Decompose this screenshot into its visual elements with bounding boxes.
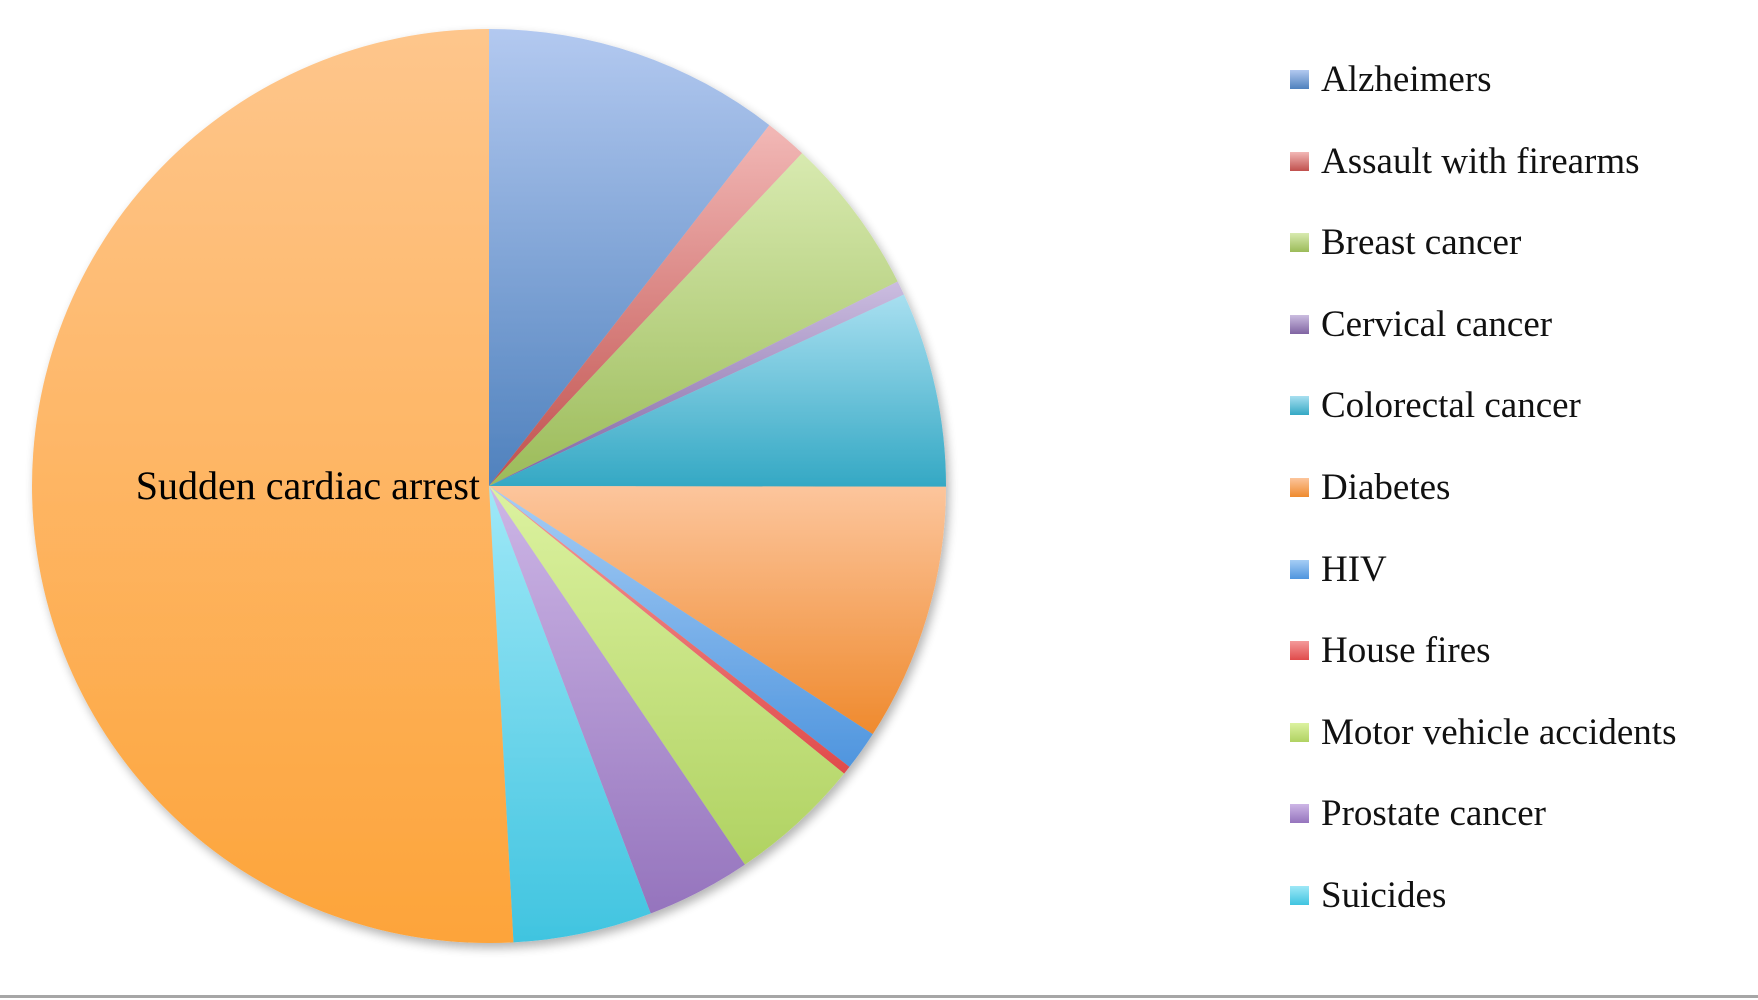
legend-label: Cervical cancer [1321,303,1553,345]
pie-slice-house-fires [489,486,850,774]
legend-swatch [1290,233,1309,253]
legend-swatch [1290,477,1309,497]
legend-label: Diabetes [1321,466,1451,508]
legend-item: Colorectal cancer [1290,384,1676,466]
pie-slice-suicides [489,486,651,943]
legend-label: House fires [1321,630,1491,672]
legend-swatch [1290,885,1309,905]
pie-slice-cervical-cancer [489,281,904,486]
legend-item: Prostate cancer [1290,792,1676,874]
pie-slice-sudden-cardiac-arrest [31,29,514,943]
legend-label: HIV [1321,548,1387,590]
pie-slice-assault-with-firearms [489,125,803,486]
legend-swatch [1290,804,1309,824]
legend-label: Prostate cancer [1321,793,1546,835]
legend-swatch [1290,314,1309,334]
legend-label: Motor vehicle accidents [1321,711,1677,753]
legend-item: Suicides [1290,874,1676,956]
pie-slice-alzheimers [489,29,770,486]
legend-swatch [1290,151,1309,171]
legend: Alzheimers Assault with firearms Breast ca… [1290,58,1676,956]
legend-swatch [1290,641,1309,661]
legend-item: Breast cancer [1290,221,1676,303]
pie-slice-breast-cancer [489,153,898,487]
legend-item: Alzheimers [1290,58,1676,140]
legend-item: Motor vehicle accidents [1290,711,1676,793]
legend-label: Colorectal cancer [1321,385,1581,427]
bottom-divider [0,995,1758,998]
legend-label: Alzheimers [1321,59,1492,100]
legend-label: Breast cancer [1321,222,1522,264]
data-label-sudden-cardiac-arrest: Sudden cardiac arrest [136,463,480,508]
pie-slice-prostate-cancer [489,486,745,914]
legend-label: Suicides [1321,874,1447,916]
pie-slice-colorectal-cancer [489,294,946,487]
legend-item: House fires [1290,629,1676,711]
legend-item: Cervical cancer [1290,303,1676,385]
legend-item: HIV [1290,548,1676,630]
legend-swatch [1290,559,1309,579]
legend-swatch [1290,70,1309,89]
legend-swatch [1290,722,1309,742]
pie-slice-motor-vehicle-accidents [489,486,845,865]
pie-slices [31,29,946,943]
legend-item: Assault with firearms [1290,140,1676,222]
legend-swatch [1290,396,1309,416]
pie-slice-diabetes [489,486,946,735]
legend-label: Assault with firearms [1321,140,1640,182]
pie-slice-hiv [489,486,873,767]
legend-item: Diabetes [1290,466,1676,548]
